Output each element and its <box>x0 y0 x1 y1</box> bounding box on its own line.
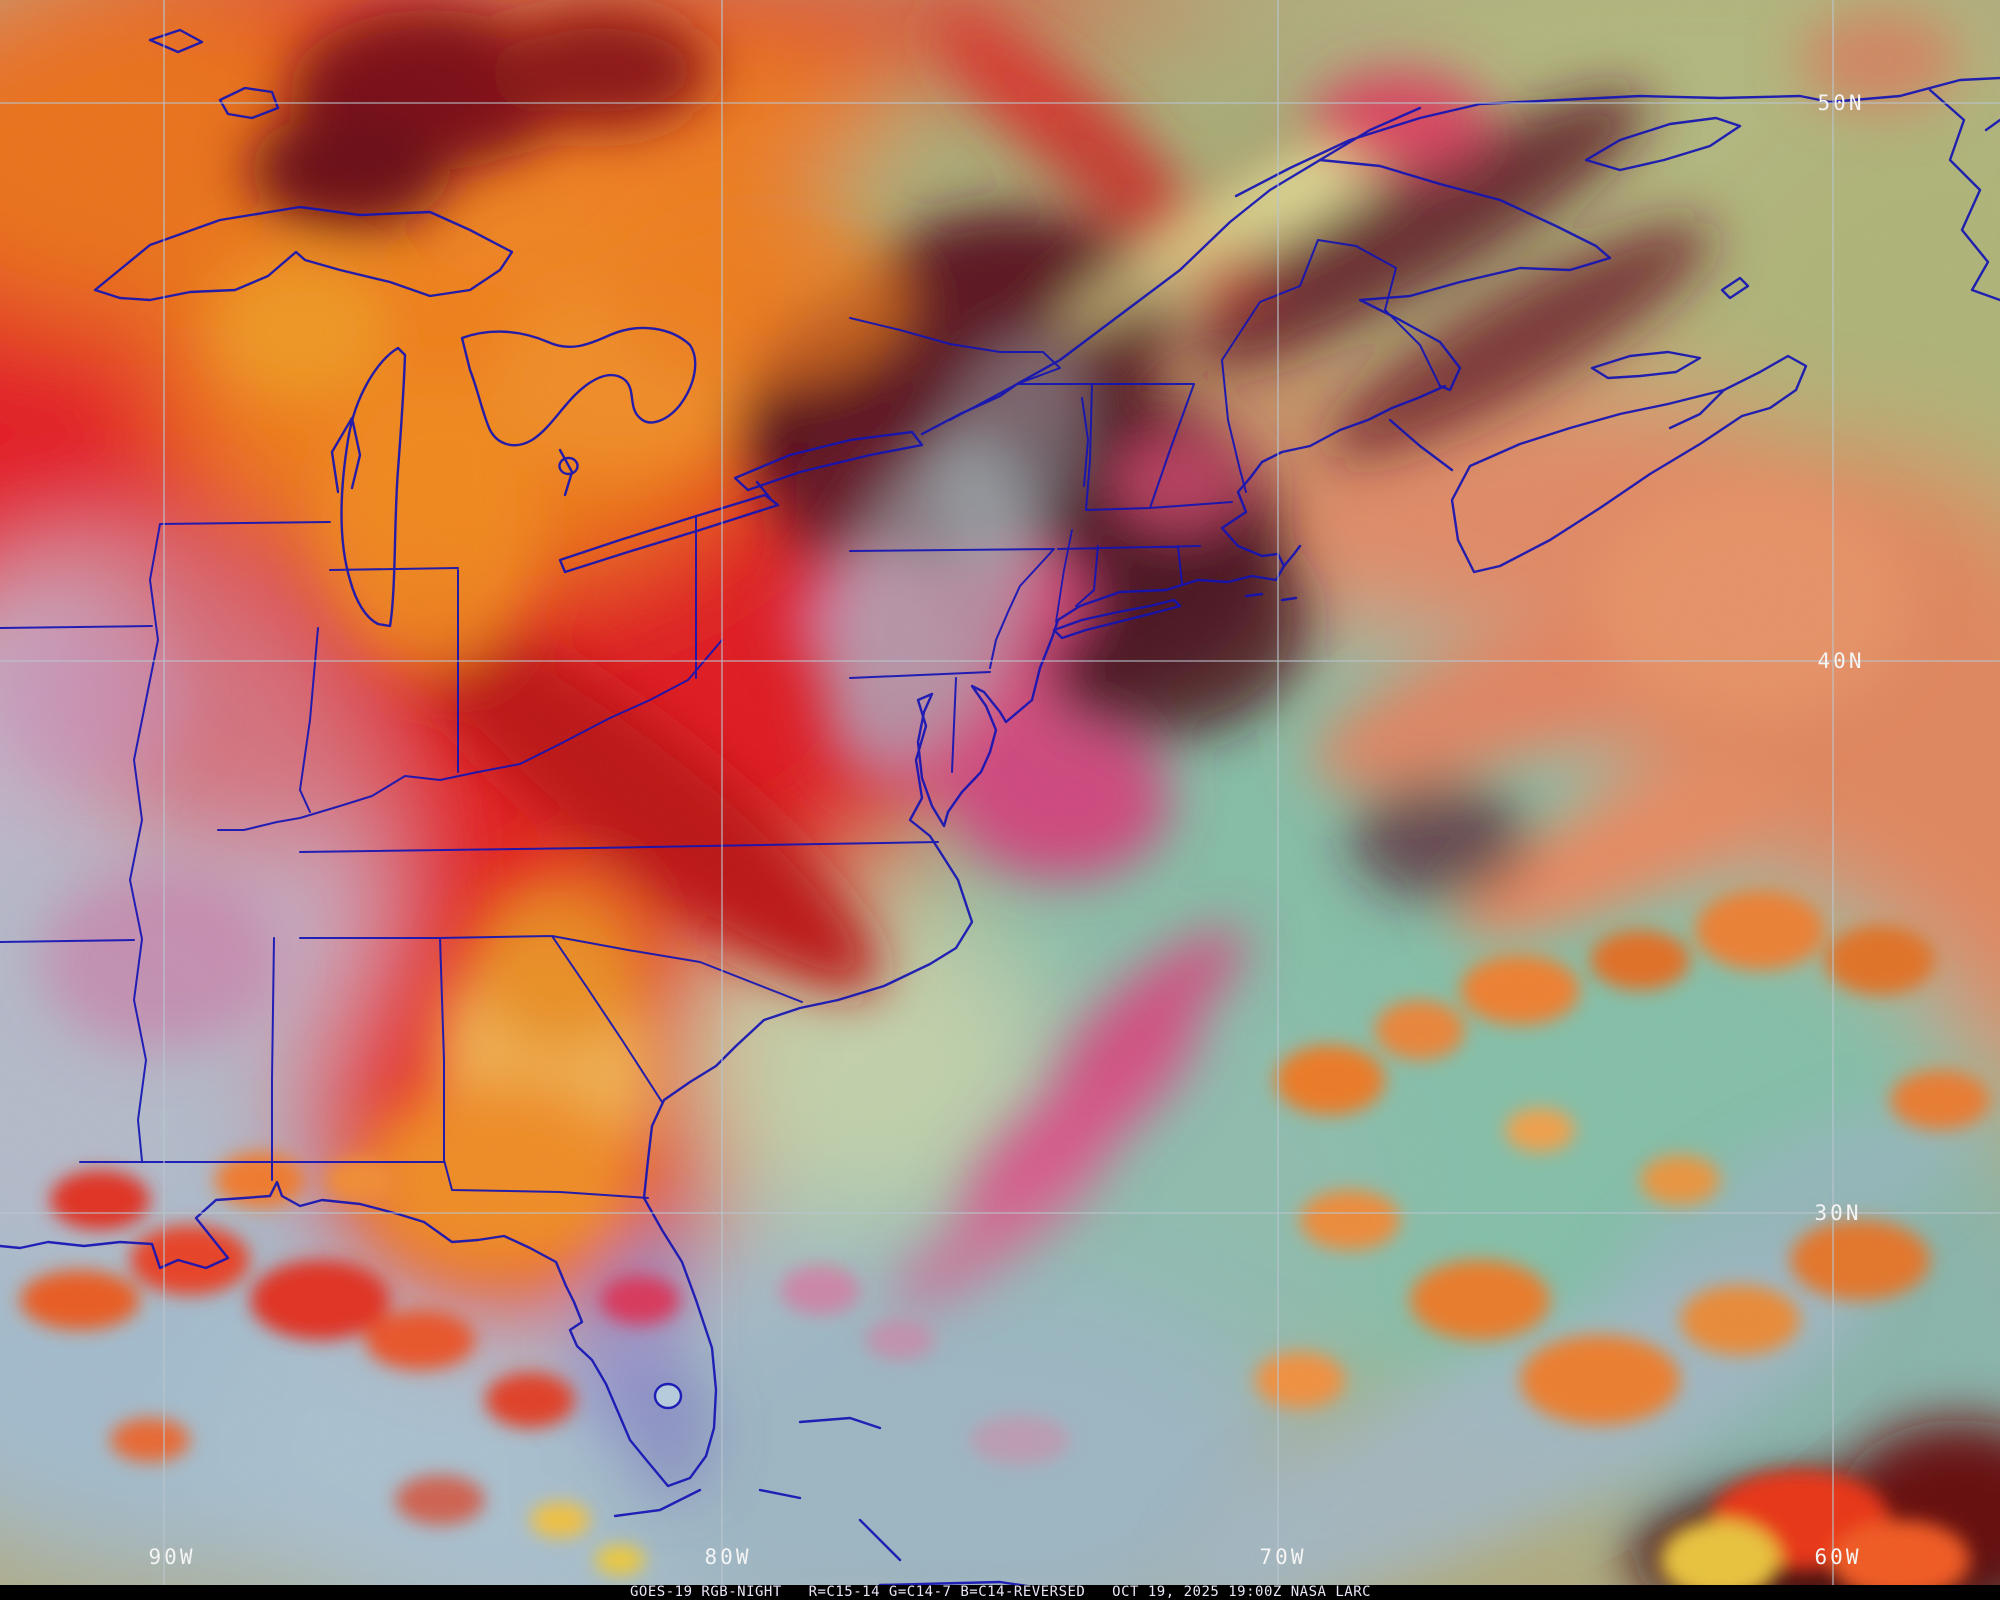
gaspe-new-brunswick-coast <box>1318 158 1612 472</box>
lake-huron-georgian-bay <box>460 326 697 497</box>
lake-superior <box>93 205 514 302</box>
map-borders <box>0 28 2000 1596</box>
status-bar-text: GOES-19 RGB-NIGHT R=C15-14 G=C14-7 B=C14… <box>630 1584 1372 1600</box>
border-lakes-northwest <box>148 28 280 120</box>
atlantic-gulf-coastline <box>0 384 1447 1488</box>
newfoundland-coast <box>1928 88 2000 302</box>
lat-label-40n: 40N <box>1818 649 1865 673</box>
lat-label-50n: 50N <box>1818 91 1865 115</box>
nova-scotia-outline <box>1450 354 1808 574</box>
latlon-grid-labels: 50N 40N 30N 90W 80W 70W 60W <box>149 91 1865 1569</box>
long-island-outline <box>1052 598 1182 640</box>
lake-erie <box>558 480 780 574</box>
lon-label-80w: 80W <box>705 1545 752 1569</box>
cape-cod-islands <box>1244 544 1302 602</box>
lake-ontario <box>733 430 924 492</box>
state-borders <box>0 239 1441 1199</box>
bahamas-cuba-keys <box>613 1416 1082 1596</box>
status-bar: GOES-19 RGB-NIGHT R=C15-14 G=C14-7 B=C14… <box>0 1585 2000 1600</box>
lon-label-60w: 60W <box>1815 1545 1862 1569</box>
lake-st-clair <box>558 456 579 476</box>
lake-okeechobee <box>653 1382 683 1410</box>
hudson-river <box>1055 529 1073 623</box>
lat-label-30n: 30N <box>1815 1201 1862 1225</box>
lon-label-70w: 70W <box>1260 1545 1307 1569</box>
lake-michigan <box>330 346 407 628</box>
prince-edward-island <box>1590 350 1702 380</box>
lon-label-90w: 90W <box>149 1545 196 1569</box>
anticosti-island <box>1584 116 1742 172</box>
magdalen-islands <box>1720 276 1750 300</box>
